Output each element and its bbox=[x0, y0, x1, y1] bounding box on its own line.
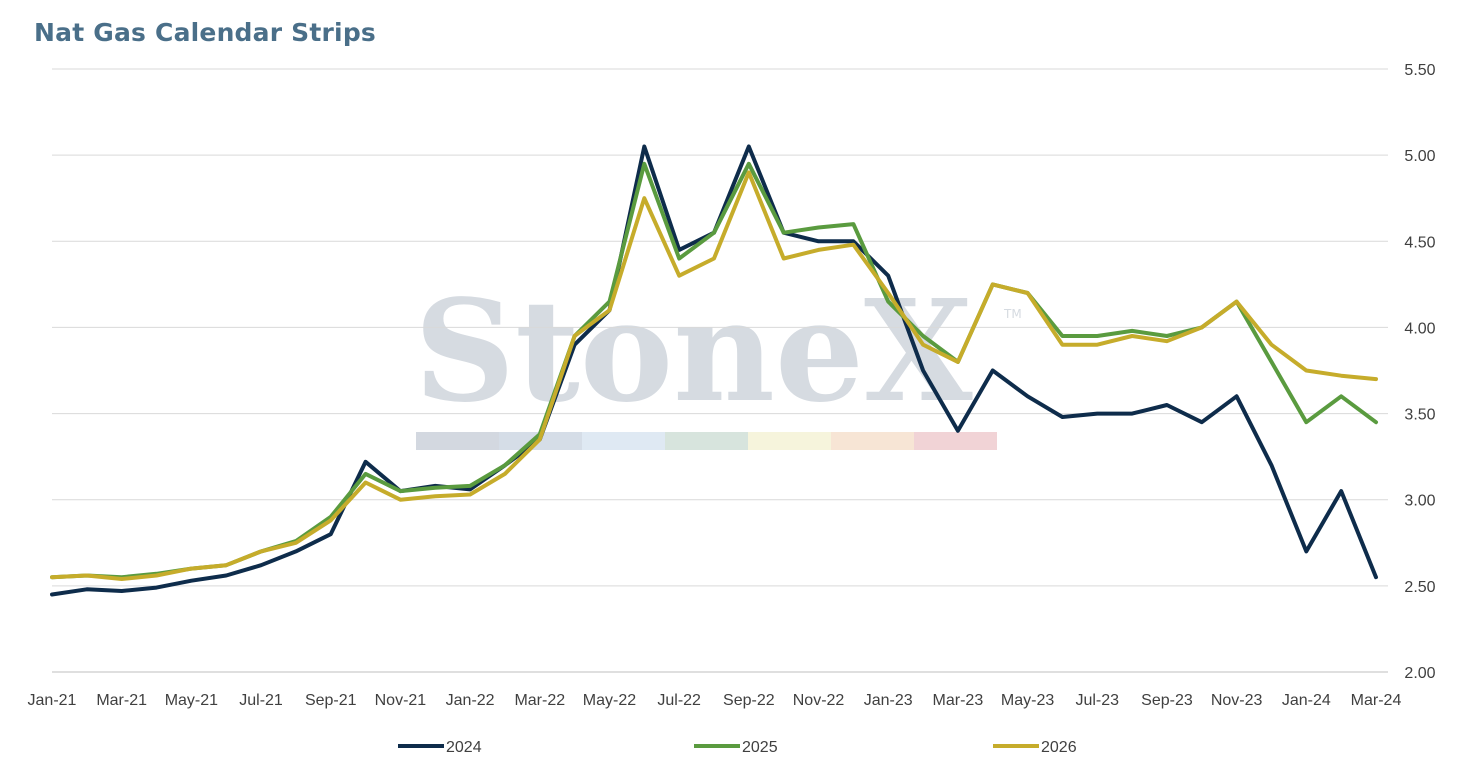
x-tick-label: Mar-21 bbox=[96, 692, 147, 709]
x-tick-label: May-23 bbox=[1001, 692, 1054, 709]
legend-label-2026: 2026 bbox=[1041, 739, 1077, 756]
y-tick-label: 3.00 bbox=[1404, 493, 1435, 510]
watermark-band bbox=[831, 432, 914, 450]
x-tick-label: Jul-22 bbox=[657, 692, 701, 709]
x-tick-label: Nov-22 bbox=[793, 692, 845, 709]
watermark-band bbox=[416, 432, 499, 450]
x-tick-label: May-21 bbox=[165, 692, 218, 709]
x-tick-label: Mar-22 bbox=[514, 692, 565, 709]
y-tick-label: 5.50 bbox=[1404, 62, 1435, 79]
x-tick-label: Jan-23 bbox=[864, 692, 913, 709]
watermark-band bbox=[914, 432, 997, 450]
watermark-text: StoneX bbox=[414, 270, 973, 434]
y-tick-label: 3.50 bbox=[1404, 407, 1435, 424]
x-tick-label: Sep-22 bbox=[723, 692, 775, 709]
watermark-trademark: TM bbox=[1003, 307, 1022, 321]
y-tick-label: 4.00 bbox=[1404, 320, 1435, 337]
x-tick-label: Sep-23 bbox=[1141, 692, 1193, 709]
watermark-band bbox=[665, 432, 748, 450]
x-tick-label: Jan-24 bbox=[1282, 692, 1331, 709]
legend-label-2025: 2025 bbox=[742, 739, 778, 756]
x-tick-label: Sep-21 bbox=[305, 692, 357, 709]
y-axis: 2.00 2.50 3.00 3.50 4.00 4.50 5.00 5.50 bbox=[1404, 62, 1435, 682]
x-tick-label: Jan-21 bbox=[28, 692, 77, 709]
x-tick-label: Nov-23 bbox=[1211, 692, 1263, 709]
series-lines bbox=[50, 144, 1378, 597]
x-tick-label: Nov-21 bbox=[375, 692, 427, 709]
legend: 2024 2025 2026 bbox=[398, 739, 1077, 756]
stonex-watermark: StoneX TM bbox=[414, 270, 1022, 450]
x-tick-label: Jan-22 bbox=[446, 692, 495, 709]
y-tick-label: 5.00 bbox=[1404, 148, 1435, 165]
chart-title: Nat Gas Calendar Strips bbox=[34, 18, 376, 47]
x-axis: Jan-21 Mar-21 May-21 Jul-21 Sep-21 Nov-21 Jan-… bbox=[28, 692, 1402, 709]
watermark-band bbox=[582, 432, 665, 450]
y-tick-label: 2.00 bbox=[1404, 665, 1435, 682]
legend-label-2024: 2024 bbox=[446, 739, 482, 756]
x-tick-label: Mar-24 bbox=[1351, 692, 1402, 709]
x-tick-label: Jul-21 bbox=[239, 692, 283, 709]
x-tick-label: Mar-23 bbox=[933, 692, 984, 709]
series-line-2026 bbox=[50, 170, 1378, 581]
watermark-band bbox=[748, 432, 831, 450]
y-tick-label: 4.50 bbox=[1404, 234, 1435, 251]
y-tick-label: 2.50 bbox=[1404, 579, 1435, 596]
x-tick-label: Jul-23 bbox=[1075, 692, 1119, 709]
x-tick-label: May-22 bbox=[583, 692, 636, 709]
